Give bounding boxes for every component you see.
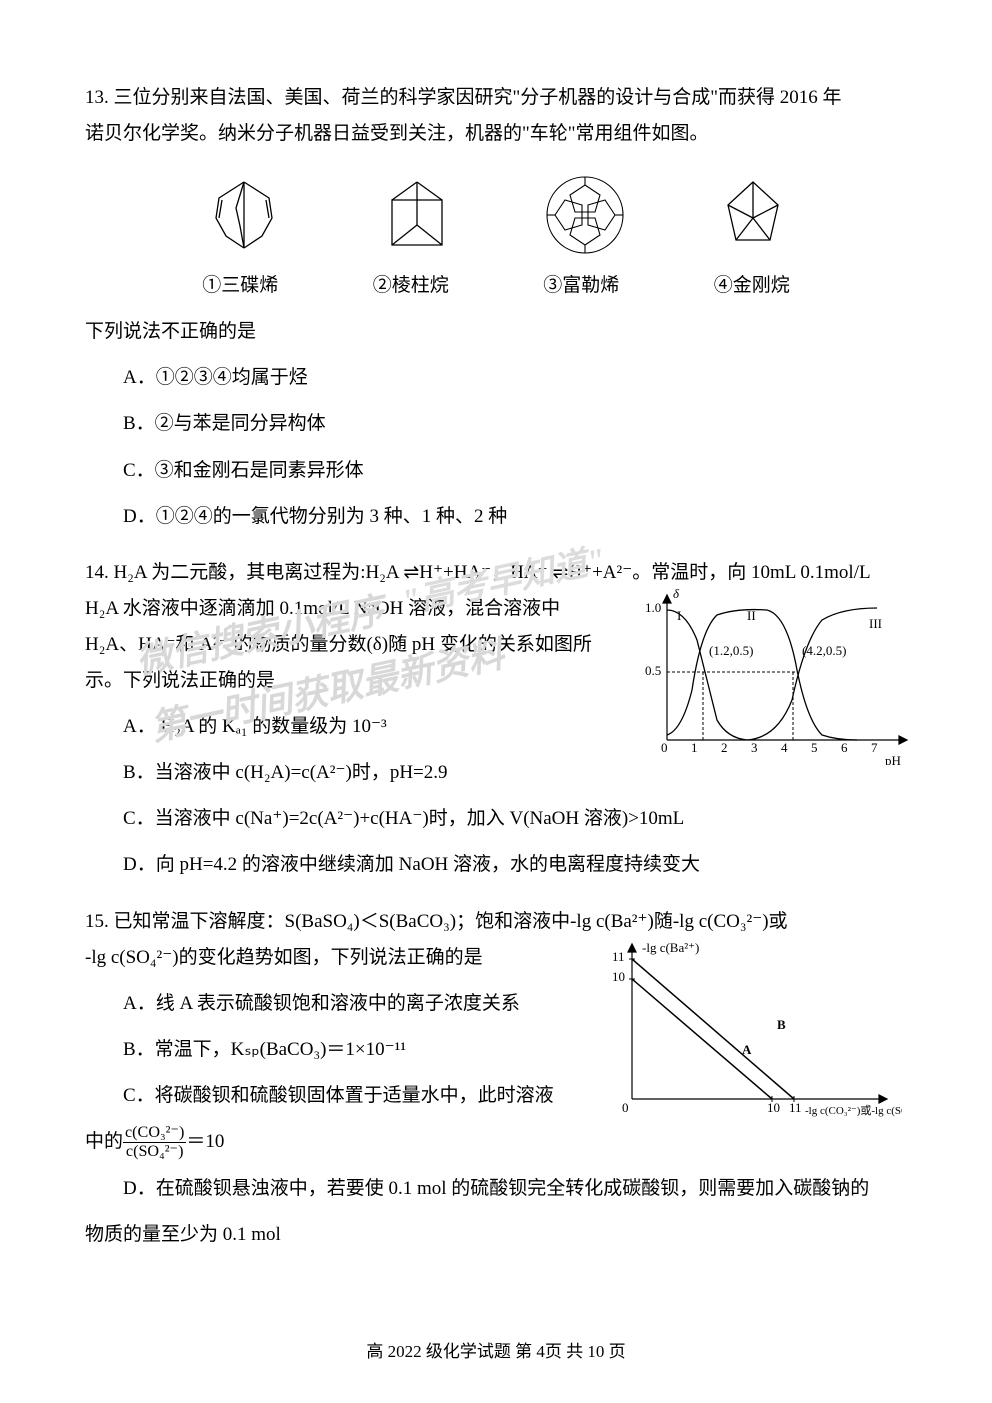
- q13-option-b: B．②与苯是同分异构体: [123, 406, 907, 442]
- q15-stem-text: 已知常温下溶解度：S(BaSO₄)＜S(BaCO₃)；饱和溶液中-lg c(Ba…: [114, 911, 788, 932]
- q15-option-c: C．将碳酸钡和硫酸钡固体置于适量水中，此时溶液: [123, 1078, 590, 1114]
- q14-option-b: B．当溶液中 c(H₂A)=c(A²⁻)时，pH=2.9: [123, 755, 665, 791]
- xtick: 7: [871, 740, 878, 755]
- xtick: 6: [841, 740, 848, 755]
- diagram-adamantane: [708, 170, 798, 260]
- label-4: ④金刚烷: [714, 268, 790, 304]
- q14-option-a: A． H₂A 的 Kₐ₁ 的数量级为 10⁻³: [123, 709, 665, 745]
- q15-chart: 0 10 11 10 11 -lg c(Ba²⁺) -lg c(CO₃²⁻)或-…: [592, 934, 902, 1129]
- q15-number: 15.: [85, 911, 109, 932]
- xtick: 4: [781, 740, 788, 755]
- question-15: 15. 已知常温下溶解度：S(BaSO₄)＜S(BaCO₃)；饱和溶液中-lg …: [85, 904, 907, 1254]
- yt1: 10: [612, 969, 625, 984]
- xlabel: -lg c(CO₃²⁻)或-lg c(SO₄²⁻): [805, 1104, 902, 1117]
- q15-options-rest: D．在硫酸钡悬浊液中，若要使 0.1 mol 的硫酸钡完全转化成碳酸钡，则需要加…: [123, 1171, 907, 1207]
- xtick: 0: [661, 740, 668, 755]
- xtick: 5: [811, 740, 818, 755]
- q13-prompt: 下列说法不正确的是: [85, 314, 907, 350]
- xtick: 3: [751, 740, 758, 755]
- q15-option-c2: 中的c(CO₃²⁻)c(SO₄²⁻)＝10: [85, 1124, 907, 1161]
- question-14: 14. H₂A 为二元酸，其电离过程为:H₂A ⇌H⁺+HA⁻，HA⁻ ⇌H⁺+…: [85, 555, 907, 884]
- q14-number: 14.: [85, 562, 109, 583]
- q15-option-d2: 物质的量至少为 0.1 mol: [85, 1217, 907, 1253]
- label-3: ③富勒烯: [543, 268, 619, 304]
- q14-options-rest: C．当溶液中 c(Na⁺)=2c(A²⁻)+c(HA⁻)时，加入 V(NaOH …: [123, 801, 907, 883]
- page-footer: 高 2022 级化学试题 第 4页 共 10 页: [0, 1336, 992, 1368]
- q13-stem: 13. 三位分别来自法国、美国、荷兰的科学家因研究"分子机器的设计与合成"而获得…: [85, 80, 907, 116]
- q13-stem-line1: 三位分别来自法国、美国、荷兰的科学家因研究"分子机器的设计与合成"而获得 201…: [114, 87, 842, 108]
- c2-prefix: 中的: [85, 1131, 123, 1152]
- fullerene-icon: [540, 170, 630, 260]
- q13-labels: ①三碟烯 ②棱柱烷 ③富勒烯 ④金刚烷: [85, 268, 907, 304]
- q13-options: A．①②③④均属于烃 B．②与苯是同分异构体 C．③和金刚石是同素异形体 D．①…: [123, 360, 907, 534]
- adamantane-icon: [708, 170, 798, 260]
- q14-stem-l3: H₂A、HA⁻和 A²⁻ 的物质的量分数(δ)随 pH 变化的关系如图所: [85, 627, 665, 663]
- lineB: B: [777, 1017, 786, 1032]
- triptycene-icon: [194, 170, 294, 260]
- pt2: (4.2,0.5): [802, 643, 846, 658]
- fraction: c(CO₃²⁻)c(SO₄²⁻): [123, 1124, 186, 1161]
- ytick: 0.5: [645, 663, 661, 678]
- q15-option-d: D．在硫酸钡悬浊液中，若要使 0.1 mol 的硫酸钡完全转化成碳酸钡，则需要加…: [123, 1171, 907, 1207]
- c2-suffix: ＝10: [186, 1131, 224, 1152]
- label-1: ①三碟烯: [202, 268, 278, 304]
- question-13: 13. 三位分别来自法国、美国、荷兰的科学家因研究"分子机器的设计与合成"而获得…: [85, 80, 907, 535]
- frac-num: c(CO₃²⁻): [123, 1124, 186, 1143]
- ytick: 1.0: [645, 600, 661, 615]
- q15-stem-l2: -lg c(SO₄²⁻)的变化趋势如图，下列说法正确的是: [85, 940, 590, 976]
- q14-stem-l2: H₂A 水溶液中逐滴滴加 0.1mol/L NaOH 溶液，混合溶液中: [85, 591, 665, 627]
- q14-option-d: D．向 pH=4.2 的溶液中继续滴加 NaOH 溶液，水的电离程度持续变大: [123, 847, 907, 883]
- frac-den: c(SO₄²⁻): [123, 1143, 186, 1161]
- diagram-triptycene: [194, 170, 294, 260]
- label-2: ②棱柱烷: [373, 268, 449, 304]
- xtick: 2: [721, 740, 728, 755]
- q13-stem-line2: 诺贝尔化学奖。纳米分子机器日益受到关注，机器的"车轮"常用组件如图。: [85, 116, 907, 152]
- q14-chart: 0 1 2 3 4 5 6 7 pH 0.5 1.0 δ (1.2,0.5) (…: [637, 580, 917, 765]
- origin: 0: [622, 1100, 629, 1115]
- q14-options: A． H₂A 的 Kₐ₁ 的数量级为 10⁻³ B．当溶液中 c(H₂A)=c(…: [123, 709, 665, 791]
- xtick: 1: [691, 740, 698, 755]
- q13-option-a: A．①②③④均属于烃: [123, 360, 907, 396]
- q14-option-c: C．当溶液中 c(Na⁺)=2c(A²⁻)+c(HA⁻)时，加入 V(NaOH …: [123, 801, 907, 837]
- ylabel: δ: [673, 586, 680, 601]
- q14-stem-l4: 示。下列说法正确的是: [85, 663, 665, 699]
- q13-diagrams: [85, 170, 907, 260]
- diagram-prismane: [372, 170, 462, 260]
- prismane-icon: [372, 170, 462, 260]
- q13-option-c: C．③和金刚石是同素异形体: [123, 453, 907, 489]
- diagram-fullerene: [540, 170, 630, 260]
- xlabel: pH: [885, 753, 901, 765]
- yt2: 11: [612, 949, 625, 964]
- xt2: 11: [789, 1100, 802, 1115]
- q13-number: 13.: [85, 87, 109, 108]
- ylabel: -lg c(Ba²⁺): [642, 940, 699, 955]
- q13-option-d: D．①②④的一氯代物分别为 3 种、1 种、2 种: [123, 499, 907, 535]
- pt1: (1.2,0.5): [709, 643, 753, 658]
- q15-option-b: B．常温下，Kₛₚ(BaCO₃)＝1×10⁻¹¹: [123, 1032, 590, 1068]
- q15-options: A．线 A 表示硫酸钡饱和溶液中的离子浓度关系 B．常温下，Kₛₚ(BaCO₃)…: [123, 986, 590, 1114]
- xt1: 10: [767, 1100, 780, 1115]
- rlabel: III: [869, 616, 882, 631]
- q15-option-a: A．线 A 表示硫酸钡饱和溶液中的离子浓度关系: [123, 986, 590, 1022]
